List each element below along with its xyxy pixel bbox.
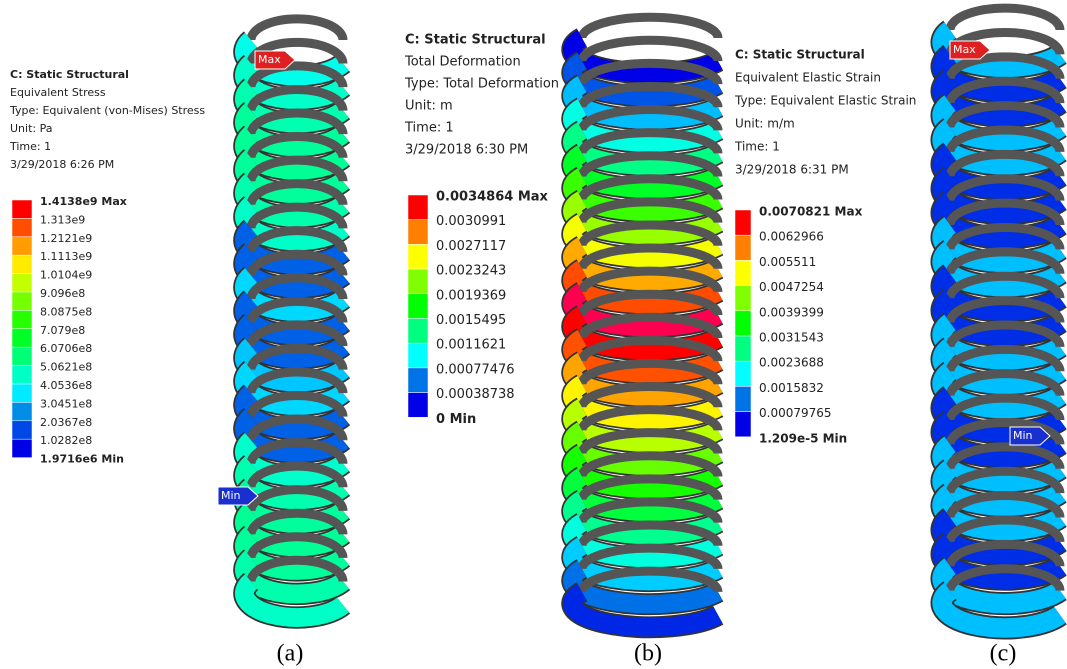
legend-swatch	[408, 195, 428, 220]
legend-swatch	[12, 384, 32, 402]
legend-swatch	[735, 361, 751, 386]
legend-label: 0.0019369	[436, 288, 506, 303]
legend-label: 0.0062966	[759, 230, 824, 244]
legend-label: 0.005511	[759, 255, 816, 269]
legend-label: 4.0536e8	[40, 379, 92, 392]
legend-label: 0.0031543	[759, 331, 824, 345]
legend-label: 9.096e8	[40, 287, 85, 300]
legend-label: 3.0451e8	[40, 397, 92, 410]
probe-tag-label: Min	[1013, 429, 1033, 442]
legend-label: 1.9716e6 Min	[40, 453, 124, 466]
legend-swatch	[735, 311, 751, 336]
legend-label: 0.0030991	[436, 214, 506, 229]
result-info: 3/29/2018 6:31 PM	[735, 163, 849, 177]
legend-label: 7.079e8	[40, 324, 85, 337]
legend-label: 0.0011621	[436, 338, 506, 353]
legend-swatch	[408, 244, 428, 269]
legend-label: 1.4138e9 Max	[40, 195, 127, 208]
result-info: Unit: Pa	[10, 122, 52, 135]
legend-swatch	[12, 366, 32, 384]
legend-label: 1.209e-5 Min	[759, 431, 847, 445]
legend-swatch	[735, 235, 751, 260]
legend-label: 6.0706e8	[40, 342, 92, 355]
legend-label: 0.0015832	[759, 381, 824, 395]
legend-swatch	[12, 237, 32, 255]
legend-label: 0.00079765	[759, 406, 832, 420]
spring-coil-back	[251, 19, 343, 40]
legend-swatch	[408, 368, 428, 393]
legend-swatch	[408, 393, 428, 418]
result-info: Time: 1	[734, 140, 780, 154]
legend-swatch	[12, 255, 32, 273]
probe-tag-label: Max	[953, 43, 976, 56]
result-info: Total Deformation	[404, 55, 521, 70]
result-title: C: Static Structural	[405, 33, 546, 48]
result-info: 3/29/2018 6:26 PM	[10, 158, 114, 171]
probe-tag-label: Max	[258, 53, 281, 66]
legend-label: 0.0039399	[759, 305, 824, 319]
legend-swatch	[735, 286, 751, 311]
figure: C: Static Structural Equivalent Stress Typ…	[0, 0, 1067, 669]
result-info: Type: Total Deformation	[404, 77, 559, 92]
result-info: Equivalent Elastic Strain	[735, 71, 881, 85]
legend-label: 1.1113e9	[40, 250, 92, 263]
legend-swatch	[735, 412, 751, 437]
legend-swatch	[735, 210, 751, 235]
legend-swatch	[408, 294, 428, 319]
legend-label: 0.0023243	[436, 264, 506, 279]
spring-coil-back	[582, 17, 718, 38]
result-info: Time: 1	[404, 121, 454, 136]
result-info: Type: Equivalent (von-Mises) Stress	[9, 104, 205, 117]
legend-swatch	[12, 329, 32, 347]
legend-label: 0.0023688	[759, 356, 824, 370]
result-info: Unit: m	[405, 99, 453, 114]
panel-caption: (c)	[990, 641, 1017, 667]
legend-swatch	[12, 200, 32, 218]
legend-label: 0.0015495	[436, 313, 506, 328]
legend-swatch	[12, 421, 32, 439]
legend-label: 8.0875e8	[40, 305, 92, 318]
legend-label: 2.0367e8	[40, 416, 92, 429]
result-panel: C: Static Structural Equivalent Elastic S…	[734, 8, 1060, 666]
legend-swatch	[12, 218, 32, 236]
legend-label: 1.0282e8	[40, 434, 92, 447]
legend-swatch	[408, 343, 428, 368]
result-info: 3/29/2018 6:30 PM	[405, 143, 528, 158]
panel-caption: (a)	[277, 641, 304, 667]
legend-swatch	[408, 319, 428, 344]
result-info: Unit: m/m	[735, 117, 795, 131]
result-info: Equivalent Stress	[10, 86, 106, 99]
result-info: Time: 1	[9, 140, 51, 153]
legend-label: 0.0070821 Max	[759, 205, 863, 219]
legend-label: 5.0621e8	[40, 361, 92, 374]
legend-swatch	[12, 402, 32, 420]
probe-tag-label: Min	[221, 489, 241, 502]
result-panel: C: Static Structural Total Deformation Typ…	[404, 17, 718, 666]
legend-label: 1.313e9	[40, 213, 85, 226]
legend-label: 0.0034864 Max	[436, 190, 549, 205]
legend-swatch	[12, 439, 32, 457]
legend-label: 0.0047254	[759, 280, 824, 294]
result-info: Type: Equivalent Elastic Strain	[734, 94, 916, 108]
legend-swatch	[12, 310, 32, 328]
panel-caption: (b)	[634, 641, 662, 667]
legend-label: 0.00077476	[436, 362, 515, 377]
legend-swatch	[735, 260, 751, 285]
legend-label: 0.00038738	[436, 387, 515, 402]
legend-swatch	[12, 347, 32, 365]
legend-swatch	[12, 292, 32, 310]
legend-swatch	[12, 274, 32, 292]
result-panel: C: Static Structural Equivalent Stress Typ…	[9, 19, 343, 667]
legend-label: 0.0027117	[436, 239, 506, 254]
legend-swatch	[408, 220, 428, 245]
result-title: C: Static Structural	[10, 68, 129, 81]
legend-swatch	[735, 336, 751, 361]
legend-swatch	[735, 386, 751, 411]
legend-swatch	[408, 269, 428, 294]
legend-label: 0 Min	[436, 412, 476, 427]
spring-coil-back	[950, 8, 1060, 30]
result-title: C: Static Structural	[735, 48, 865, 62]
legend-label: 1.2121e9	[40, 232, 92, 245]
legend-label: 1.0104e9	[40, 269, 92, 282]
